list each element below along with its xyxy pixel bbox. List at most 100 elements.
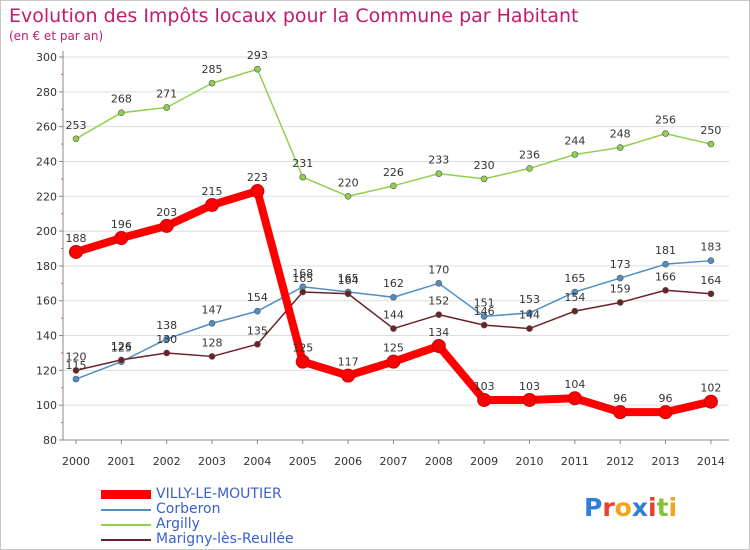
data-label: 173 bbox=[610, 258, 631, 271]
data-point bbox=[72, 135, 80, 143]
data-label: 233 bbox=[428, 154, 449, 167]
data-label: 153 bbox=[519, 293, 540, 306]
data-label: 152 bbox=[428, 295, 449, 308]
data-point bbox=[477, 392, 492, 407]
data-label: 231 bbox=[292, 157, 313, 170]
y-tick-label: 120 bbox=[36, 364, 57, 377]
data-point bbox=[613, 405, 628, 420]
data-label: 144 bbox=[519, 309, 540, 322]
legend-swatch bbox=[101, 524, 151, 526]
data-label: 165 bbox=[564, 272, 585, 285]
data-label: 250 bbox=[700, 124, 721, 137]
data-point bbox=[480, 175, 488, 183]
data-label: 168 bbox=[292, 267, 313, 280]
data-point bbox=[662, 286, 669, 294]
data-label: 165 bbox=[338, 272, 359, 285]
data-label: 256 bbox=[655, 114, 676, 127]
data-point bbox=[431, 338, 446, 353]
data-point bbox=[616, 274, 624, 282]
data-point bbox=[390, 182, 397, 190]
data-point bbox=[295, 354, 310, 369]
y-tick-label: 80 bbox=[43, 434, 57, 447]
data-label: 154 bbox=[564, 291, 585, 304]
legend-label: Argilly bbox=[156, 516, 200, 532]
data-point bbox=[526, 165, 533, 172]
x-tick-label: 2005 bbox=[289, 455, 317, 468]
x-tick-label: 2000 bbox=[62, 455, 90, 468]
data-point bbox=[435, 311, 443, 318]
x-tick-label: 2006 bbox=[334, 455, 362, 468]
data-point bbox=[662, 130, 669, 137]
data-point bbox=[254, 340, 261, 348]
data-label: 293 bbox=[247, 49, 268, 62]
data-point bbox=[72, 367, 80, 374]
data-label: 165 bbox=[292, 272, 313, 285]
data-point bbox=[522, 392, 537, 407]
x-tick-label: 2012 bbox=[606, 455, 634, 468]
data-label: 128 bbox=[202, 336, 223, 349]
data-point bbox=[658, 405, 673, 420]
x-tick-label: 2001 bbox=[107, 455, 135, 468]
data-label: 159 bbox=[610, 282, 631, 295]
y-tick-label: 300 bbox=[36, 51, 57, 64]
data-point bbox=[707, 140, 715, 148]
data-label: 248 bbox=[610, 128, 631, 141]
data-point bbox=[616, 299, 624, 306]
data-label: 164 bbox=[700, 274, 721, 287]
data-point bbox=[205, 197, 220, 212]
data-label: 188 bbox=[66, 232, 87, 245]
data-point bbox=[571, 307, 579, 315]
legend-label: VILLY-LE-MOUTIER bbox=[156, 486, 282, 502]
data-point bbox=[616, 144, 624, 151]
data-point bbox=[163, 349, 170, 357]
data-point bbox=[299, 173, 307, 181]
legend-label: Corberon bbox=[156, 501, 221, 517]
legend-label: Marigny-lès-Reullée bbox=[156, 531, 294, 547]
data-label: 166 bbox=[655, 270, 676, 283]
data-point bbox=[159, 218, 174, 233]
data-point bbox=[208, 353, 216, 360]
data-label: 164 bbox=[338, 274, 359, 287]
data-point bbox=[72, 375, 80, 383]
data-label: 117 bbox=[338, 356, 359, 369]
data-point bbox=[707, 290, 715, 298]
data-point bbox=[208, 320, 216, 327]
data-label: 154 bbox=[247, 291, 268, 304]
x-tick-label: 2014 bbox=[697, 455, 725, 468]
data-label: 134 bbox=[428, 326, 449, 339]
data-label: 285 bbox=[202, 63, 223, 76]
x-tick-label: 2008 bbox=[425, 455, 453, 468]
data-point bbox=[390, 325, 397, 332]
data-label: 271 bbox=[156, 87, 177, 100]
y-tick-label: 160 bbox=[36, 295, 57, 308]
data-point bbox=[114, 231, 129, 246]
data-label: 115 bbox=[66, 359, 87, 372]
data-point bbox=[435, 170, 443, 177]
data-point bbox=[567, 391, 582, 406]
data-label: 170 bbox=[428, 263, 449, 276]
data-point bbox=[344, 290, 352, 298]
data-point bbox=[208, 79, 216, 87]
data-label: 236 bbox=[519, 148, 540, 161]
data-label: 244 bbox=[564, 134, 585, 147]
y-tick-label: 220 bbox=[36, 190, 57, 203]
data-label: 125 bbox=[383, 342, 404, 355]
data-point bbox=[118, 356, 125, 364]
data-label: 96 bbox=[659, 392, 673, 405]
data-point bbox=[707, 257, 715, 264]
data-point bbox=[480, 313, 488, 320]
data-point bbox=[341, 368, 356, 383]
legend-swatch bbox=[101, 539, 151, 541]
y-tick-label: 100 bbox=[36, 399, 57, 412]
data-point bbox=[344, 192, 352, 200]
x-tick-label: 2010 bbox=[516, 455, 544, 468]
data-label: 104 bbox=[564, 378, 585, 391]
data-label: 226 bbox=[383, 166, 404, 179]
data-label: 147 bbox=[202, 303, 223, 316]
data-label: 223 bbox=[247, 171, 268, 184]
data-label: 125 bbox=[292, 342, 313, 355]
x-tick-label: 2002 bbox=[153, 455, 181, 468]
data-label: 268 bbox=[111, 93, 132, 106]
data-point bbox=[703, 394, 718, 409]
